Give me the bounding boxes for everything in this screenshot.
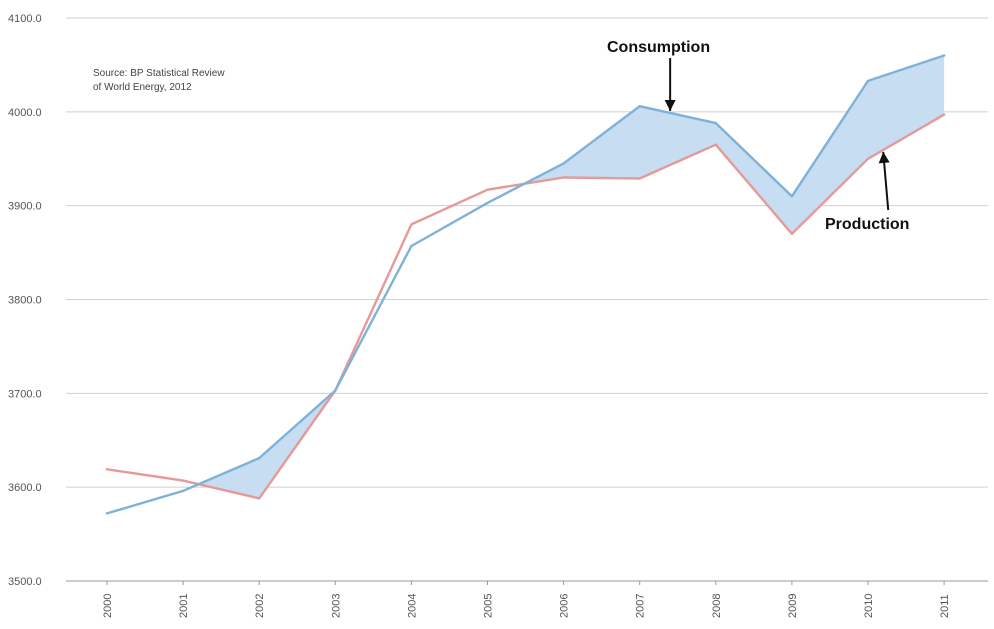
x-tick-label: 2005 — [483, 594, 495, 618]
data-point-production — [410, 223, 413, 226]
data-point-consumption — [790, 195, 794, 198]
data-point-consumption — [258, 456, 261, 460]
fill-between-region — [198, 390, 336, 499]
x-tick-label: 2003 — [330, 594, 342, 618]
data-point-production — [790, 232, 794, 235]
series-lines — [105, 54, 946, 515]
data-point-production — [562, 176, 565, 179]
data-point-consumption — [105, 512, 109, 515]
data-point-production — [181, 479, 185, 482]
y-tick-label: 3500.0 — [8, 576, 42, 588]
x-tick-label: 2006 — [559, 594, 571, 618]
x-tick-label: 2010 — [863, 594, 875, 618]
y-tick-label: 3700.0 — [8, 388, 42, 400]
x-tick-label: 2011 — [939, 594, 951, 618]
y-tick-label: 3900.0 — [8, 201, 42, 213]
source-note: Source: BP Statistical Review of World E… — [93, 68, 225, 93]
source-line-2: of World Energy, 2012 — [93, 82, 192, 93]
y-tick-label: 3600.0 — [8, 482, 42, 494]
data-point-consumption — [410, 244, 413, 248]
data-point-production — [638, 177, 641, 180]
y-tick-label: 4000.0 — [8, 107, 42, 119]
x-axis-tick-labels: 2000 2001 2002 2003 2004 2005 2006 2007 2008 2009… — [102, 581, 951, 618]
series-line-consumption — [105, 54, 946, 515]
gridlines — [66, 17, 988, 582]
x-tick-label: 2007 — [635, 594, 647, 618]
x-tick-label: 2001 — [178, 594, 190, 618]
data-point-production — [105, 468, 109, 471]
fill-between-region — [524, 55, 945, 234]
y-tick-label: 3800.0 — [8, 295, 42, 307]
data-point-consumption — [866, 79, 870, 83]
x-tick-label: 2004 — [406, 594, 418, 618]
y-tick-label: 4100.0 — [8, 13, 42, 25]
annotation-consumption-arrow-head — [664, 99, 676, 111]
data-point-consumption — [714, 121, 717, 125]
data-point-production — [714, 143, 717, 146]
y-axis-tick-labels: 3500.0 3600.0 3700.0 3800.0 3900.0 4000.0 4100… — [8, 13, 42, 588]
annotation-consumption: Consumption — [607, 39, 710, 56]
annotations: Consumption Production — [607, 39, 909, 233]
data-point-consumption — [334, 389, 337, 392]
data-point-consumption — [486, 201, 489, 205]
data-point-consumption — [638, 105, 641, 108]
data-point-consumption — [942, 54, 946, 57]
source-line-1: Source: BP Statistical Review — [93, 68, 225, 79]
x-tick-label: 2008 — [711, 594, 723, 618]
data-point-consumption — [181, 489, 185, 493]
data-point-production — [486, 188, 489, 191]
data-point-production — [942, 113, 946, 116]
x-tick-label: 2000 — [102, 594, 114, 618]
annotation-production: Production — [825, 216, 909, 233]
data-point-consumption — [562, 162, 565, 165]
data-point-production — [866, 157, 870, 160]
x-tick-label: 2009 — [787, 594, 799, 618]
data-point-production — [258, 497, 261, 500]
annotation-production-arrow-head — [878, 151, 890, 164]
fill-between-area — [198, 55, 945, 499]
x-tick-label: 2002 — [254, 594, 266, 618]
